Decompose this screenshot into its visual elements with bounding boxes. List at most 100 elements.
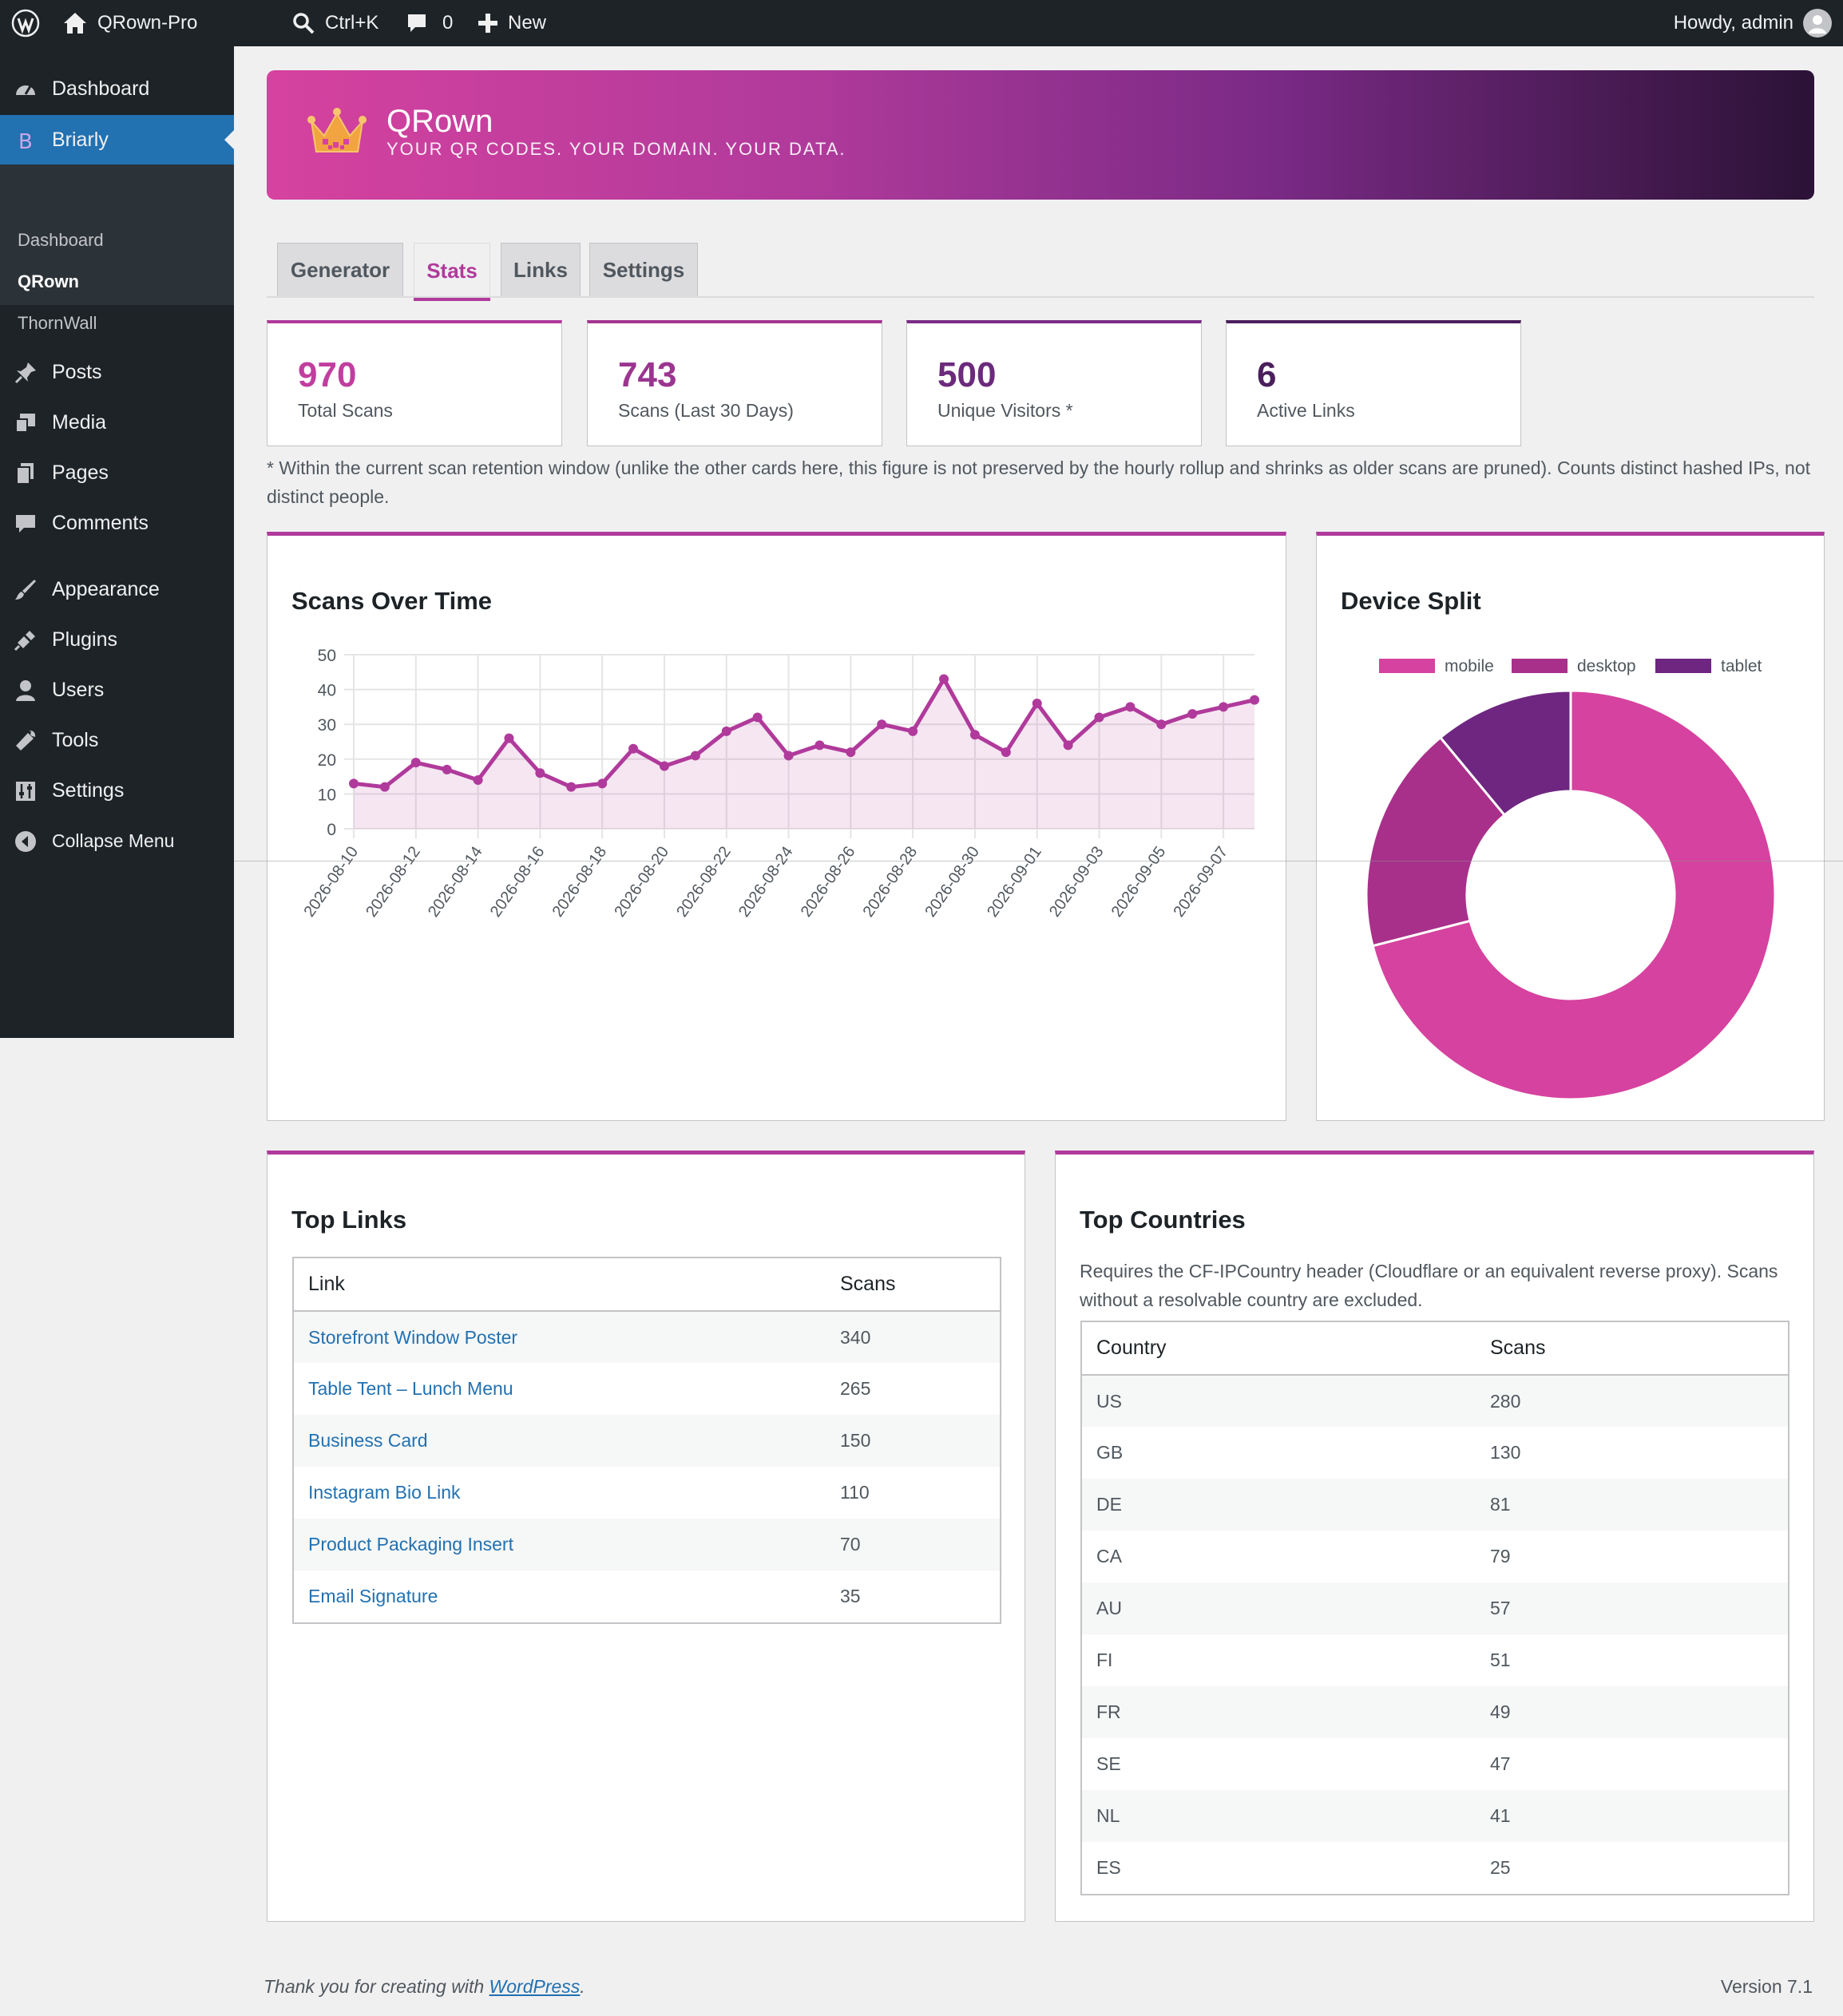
panel-title: Top Links — [291, 1206, 407, 1234]
search-shortcut[interactable]: Ctrl+K — [291, 0, 379, 46]
tab-links[interactable]: Links — [501, 243, 581, 296]
home-icon — [64, 13, 86, 34]
data-point[interactable] — [379, 782, 390, 792]
panel-title: Device Split — [1341, 587, 1481, 615]
data-point[interactable] — [1250, 695, 1259, 705]
menu-comments[interactable]: Comments — [0, 498, 234, 548]
data-point[interactable] — [442, 764, 452, 774]
submenu-dashboard[interactable]: Dashboard — [18, 230, 104, 250]
data-point[interactable] — [410, 758, 421, 768]
data-point[interactable] — [504, 733, 514, 743]
name-cell: Email Signature — [294, 1570, 826, 1622]
link-name[interactable]: Table Tent – Lunch Menu — [308, 1378, 513, 1399]
tab-stats[interactable]: Stats — [414, 243, 490, 301]
table-row: Table Tent – Lunch Menu 265 — [294, 1363, 1000, 1415]
name-cell: FR — [1082, 1686, 1476, 1738]
link-name[interactable]: Business Card — [308, 1430, 428, 1451]
x-tick-label: 2026-08-22 — [673, 843, 735, 920]
menu-settings[interactable]: Settings — [0, 766, 234, 815]
name-cell: SE — [1096, 1753, 1121, 1774]
data-point[interactable] — [969, 730, 980, 740]
scans-cell: 25 — [1490, 1857, 1511, 1878]
briarly-icon: B — [14, 129, 38, 152]
wordpress-logo-icon[interactable] — [11, 0, 40, 46]
submenu-thornwall[interactable]: ThornWall — [18, 313, 97, 333]
x-tick-label: 2026-08-12 — [363, 843, 424, 920]
table-row: Business Card 150 — [294, 1415, 1000, 1467]
account-menu[interactable]: Howdy, admin — [1674, 0, 1832, 46]
menu-pages[interactable]: Pages — [0, 448, 234, 497]
scans-cell: 340 — [826, 1311, 1000, 1363]
stat-card-scans-30-days: 743 Scans (Last 30 Days) — [587, 320, 882, 446]
data-point[interactable] — [566, 782, 577, 792]
link-name[interactable]: Product Packaging Insert — [308, 1534, 513, 1555]
menu-tools[interactable]: Tools — [0, 715, 234, 765]
data-point[interactable] — [1063, 740, 1073, 751]
tab-generator[interactable]: Generator — [277, 243, 403, 296]
table-row: Storefront Window Poster 340 — [294, 1311, 1000, 1363]
y-tick-label: 50 — [318, 647, 336, 665]
legend-label[interactable]: desktop — [1577, 657, 1636, 675]
menu-label: Settings — [52, 778, 125, 802]
search-icon — [293, 13, 315, 34]
data-point[interactable] — [597, 778, 608, 789]
data-point[interactable] — [814, 740, 825, 751]
x-tick-label: 2026-09-07 — [1170, 843, 1231, 920]
top-links-panel: Top Links Link Scans Storefront Window P… — [267, 1151, 1025, 1922]
stat-card-active-links: 6 Active Links — [1226, 320, 1521, 446]
donut-slice[interactable] — [1438, 689, 1572, 817]
site-name-link[interactable]: QRown-Pro — [62, 0, 197, 46]
wordpress-link[interactable]: WordPress — [489, 1976, 581, 1997]
submenu-qrown[interactable]: QRown — [18, 271, 79, 291]
data-point[interactable] — [721, 726, 731, 736]
data-point[interactable] — [1125, 702, 1136, 712]
data-point[interactable] — [349, 778, 359, 789]
data-point[interactable] — [1094, 712, 1104, 723]
legend-label[interactable]: mobile — [1445, 657, 1494, 675]
link-name[interactable]: Email Signature — [308, 1586, 438, 1606]
menu-collapse[interactable]: Collapse Menu — [0, 816, 234, 865]
menu-media[interactable]: Media — [0, 398, 234, 447]
data-point[interactable] — [659, 761, 669, 771]
data-point[interactable] — [535, 768, 545, 778]
data-point[interactable] — [752, 712, 763, 723]
admin-sidebar: Dashboard B Briarly Dashboard QRown Thor… — [0, 46, 234, 1038]
link-name[interactable]: Storefront Window Poster — [308, 1326, 518, 1348]
tab-settings[interactable]: Settings — [589, 243, 698, 296]
menu-plugins[interactable]: Plugins — [0, 615, 234, 664]
data-point[interactable] — [939, 674, 949, 684]
x-tick-label: 2026-08-14 — [425, 843, 486, 920]
pages-icon — [14, 461, 38, 485]
data-point[interactable] — [1219, 702, 1229, 712]
top-countries-table: Country Scans US 280 GB 130 DE 81 CA 79 AU 57 FI 51… — [1080, 1321, 1789, 1895]
data-point[interactable] — [1187, 709, 1198, 719]
data-point[interactable] — [690, 751, 700, 761]
comments-link[interactable]: 0 — [406, 0, 453, 46]
data-point[interactable] — [1156, 719, 1167, 730]
data-point[interactable] — [1001, 747, 1011, 758]
data-point[interactable] — [628, 743, 639, 754]
menu-users[interactable]: Users — [0, 665, 234, 715]
data-point[interactable] — [783, 751, 794, 761]
new-content-link[interactable]: New — [478, 0, 546, 46]
data-point[interactable] — [473, 774, 483, 785]
menu-label: Posts — [52, 360, 102, 383]
menu-appearance[interactable]: Appearance — [0, 564, 234, 614]
menu-dashboard[interactable]: Dashboard — [0, 64, 234, 113]
data-point[interactable] — [908, 726, 918, 736]
donut-slice[interactable] — [1365, 735, 1507, 948]
countries-note: Requires the CF-IPCountry header (Cloudf… — [1080, 1261, 1778, 1310]
data-point[interactable] — [1032, 699, 1042, 709]
data-point[interactable] — [846, 747, 856, 758]
link-name[interactable]: Instagram Bio Link — [308, 1482, 461, 1503]
legend-label[interactable]: tablet — [1721, 657, 1762, 675]
menu-posts[interactable]: Posts — [0, 347, 234, 397]
data-point[interactable] — [877, 719, 887, 730]
column-header-country: Country — [1082, 1322, 1476, 1376]
top-countries-panel: Top Countries Requires the CF-IPCountry … — [1055, 1151, 1814, 1922]
column-header-scans: Scans — [826, 1258, 1000, 1312]
donut-slice[interactable] — [1371, 689, 1777, 1101]
x-tick-label: 2026-08-26 — [798, 843, 859, 920]
x-tick-label: 2026-09-05 — [1108, 843, 1170, 920]
menu-briarly[interactable]: B Briarly — [0, 115, 234, 164]
